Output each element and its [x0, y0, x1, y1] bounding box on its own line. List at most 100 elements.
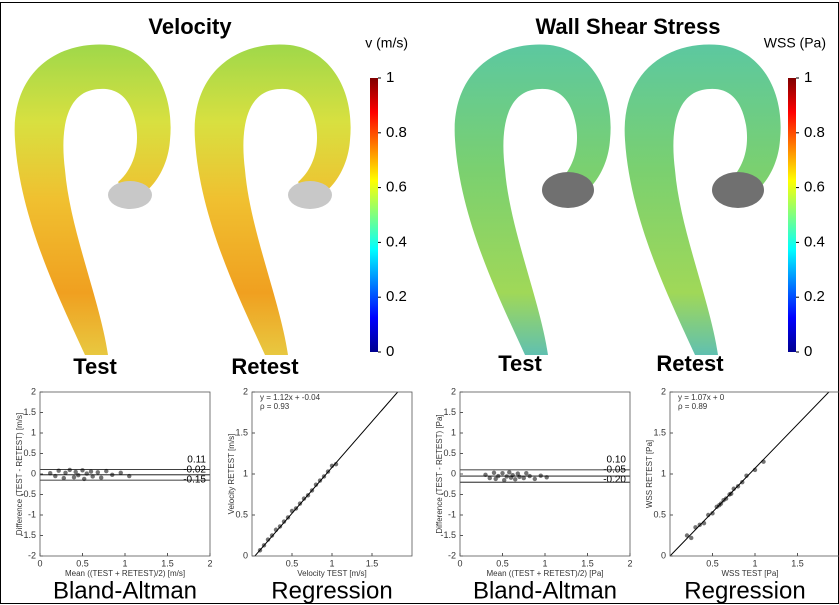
limit-label: -0.05 — [603, 465, 626, 476]
equation: y = 1.12x + -0.04 — [260, 393, 321, 402]
y-tick-label: 2 — [243, 386, 248, 396]
point — [517, 474, 522, 480]
colorbar-tick-label: 0.6 — [804, 179, 825, 196]
fit-line — [670, 392, 830, 556]
point — [333, 461, 339, 467]
retest-label: Retest — [656, 351, 724, 376]
x-tick-label: 1.5 — [161, 558, 174, 568]
y-tick-label: -1 — [28, 509, 36, 519]
point — [67, 467, 72, 473]
y-axis-label: Velocity RETEST [m/s] — [227, 434, 236, 515]
y-tick-label: 0.5 — [235, 509, 248, 519]
limit-label: 0.10 — [607, 455, 627, 466]
plot-area — [670, 392, 830, 556]
panel-title: Wall Shear Stress — [535, 14, 720, 39]
point — [493, 476, 498, 482]
point — [729, 491, 734, 496]
point — [524, 470, 529, 476]
point — [313, 482, 319, 487]
y-tick-label: 0.5 — [23, 448, 36, 458]
point — [61, 475, 66, 481]
point — [731, 486, 736, 491]
x-tick-label: 0 — [457, 558, 462, 568]
retest-label: Retest — [231, 354, 299, 379]
x-tick-label: 1 — [329, 558, 334, 568]
point — [104, 468, 109, 474]
y-tick-label: 1 — [661, 468, 666, 478]
point — [710, 511, 715, 516]
x-tick-label: 0.5 — [286, 558, 299, 568]
colorbar-tick-label: 0.4 — [386, 233, 407, 250]
test-label: Test — [73, 354, 117, 379]
y-axis-label: Difference (TEST - RETEST) [Pa] — [435, 414, 444, 533]
test-label: Test — [498, 351, 542, 376]
panel-title: Velocity — [148, 14, 232, 39]
y-tick-label: -0.5 — [20, 489, 36, 499]
point — [48, 470, 53, 476]
point — [71, 475, 77, 480]
limit-label: 0.11 — [187, 455, 206, 466]
colorbar-tick-label: 0.8 — [804, 124, 825, 141]
x-tick-label: 1.5 — [366, 558, 379, 568]
y-tick-label: -1.5 — [20, 530, 36, 540]
x-tick-label: 0.5 — [496, 558, 509, 568]
point — [281, 519, 287, 524]
x-tick-label: 2 — [627, 558, 632, 568]
aorta-renders — [14, 44, 781, 355]
x-axis-label: Mean ((TEST + RETEST)/2) [m/s] — [65, 569, 185, 578]
y-tick-label: 2 — [31, 386, 36, 396]
x-tick-label: 1 — [122, 558, 127, 568]
panel-caption: Bland-Altman — [53, 577, 197, 604]
point — [538, 473, 543, 478]
x-axis-label: Velocity TEST [m/s] — [297, 569, 367, 578]
point — [500, 470, 505, 476]
panel-caption: Regression — [271, 577, 392, 604]
point — [504, 474, 509, 479]
colorbar-tick-label: 0.8 — [386, 124, 407, 141]
x-tick-label: 1.5 — [791, 558, 804, 568]
equation: y = 1.07x + 0 — [678, 393, 725, 402]
y-tick-label: 0.5 — [653, 509, 666, 519]
y-tick-label: -2 — [448, 550, 456, 560]
point — [689, 535, 694, 541]
colorbar — [370, 78, 378, 352]
y-tick-label: 1.5 — [23, 407, 36, 417]
x-tick-label: 1 — [752, 558, 757, 568]
y-tick-label: 0 — [31, 468, 36, 478]
y-tick-label: 1 — [31, 427, 36, 437]
x-tick-label: 0.5 — [706, 558, 719, 568]
y-tick-label: 0 — [451, 468, 456, 478]
x-axis-label: WSS TEST [Pa] — [721, 569, 778, 578]
y-tick-label: -1.5 — [440, 530, 456, 540]
point — [521, 475, 526, 481]
point — [80, 468, 85, 473]
colorbar-title: WSS (Pa) — [764, 35, 826, 51]
colorbar — [788, 78, 796, 352]
y-tick-label: 1 — [451, 427, 456, 437]
y-tick-label: 2 — [451, 386, 456, 396]
colorbar-tick-label: 0.2 — [804, 288, 825, 305]
panel-caption: Bland-Altman — [473, 577, 617, 604]
colorbar-tick-label: 0.2 — [386, 288, 407, 305]
point — [507, 470, 512, 475]
y-tick-label: 1.5 — [653, 427, 666, 437]
plot-area — [254, 392, 399, 556]
point — [301, 496, 307, 501]
x-tick-label: 0 — [37, 558, 42, 568]
point — [63, 470, 68, 475]
point — [265, 537, 271, 542]
point — [90, 474, 95, 479]
point — [73, 469, 78, 475]
point — [510, 473, 515, 478]
x-tick-label: 1 — [542, 558, 547, 568]
y-tick-label: 0 — [243, 550, 248, 560]
y-tick-label: 2 — [661, 386, 666, 396]
fit-line — [254, 392, 399, 556]
point — [487, 475, 492, 481]
colorbar-tick-label: 1 — [804, 69, 812, 86]
rho: ρ = 0.89 — [678, 402, 708, 411]
x-axis-label: Mean ((TEST + RETEST)/2) [Pa] — [487, 569, 604, 578]
point — [491, 470, 497, 475]
plot-area — [460, 469, 630, 483]
colorbar-tick-label: 0.4 — [804, 233, 825, 250]
